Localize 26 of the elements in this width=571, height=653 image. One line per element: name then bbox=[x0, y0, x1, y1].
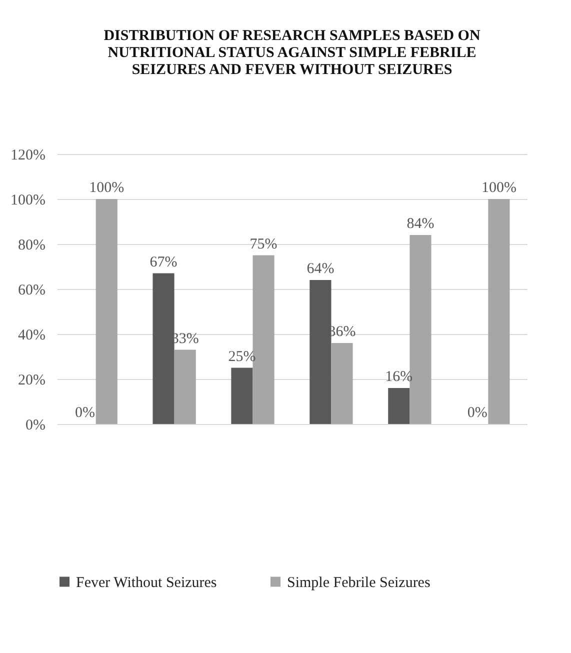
legend-label: Fever Without Seizures bbox=[76, 574, 217, 591]
y-tick-label: 80% bbox=[18, 238, 46, 254]
y-tick-label: 40% bbox=[18, 328, 46, 344]
data-label: 75% bbox=[250, 236, 278, 252]
data-label: 67% bbox=[150, 254, 178, 270]
data-label: 64% bbox=[306, 261, 334, 277]
bar bbox=[331, 343, 353, 424]
bar bbox=[96, 199, 118, 424]
data-label: 84% bbox=[406, 216, 434, 232]
bar bbox=[174, 350, 196, 424]
bar bbox=[231, 368, 253, 424]
y-tick-label: 20% bbox=[18, 372, 46, 388]
bar bbox=[488, 199, 510, 424]
data-label: 16% bbox=[385, 369, 413, 385]
data-label: 25% bbox=[228, 348, 256, 365]
y-tick-label: 0% bbox=[26, 418, 46, 434]
data-label: 0% bbox=[467, 405, 488, 421]
y-tick-label: 120% bbox=[10, 148, 46, 164]
data-label: 0% bbox=[75, 405, 96, 421]
y-tick-label: 60% bbox=[18, 282, 46, 298]
chart-title: DISTRIBUTION OF RESEARCH SAMPLES BASED ON NUTRITIONAL STATUS AGAINST SIMPLE FEBRILE SEIZURES AND FEVER WITHOUT SEIZURES bbox=[104, 28, 480, 78]
data-label: 100% bbox=[89, 180, 124, 196]
data-label: 100% bbox=[481, 180, 516, 196]
y-tick-label: 100% bbox=[10, 192, 46, 208]
legend-label: Simple Febrile Seizures bbox=[287, 574, 430, 591]
bar bbox=[388, 388, 410, 424]
